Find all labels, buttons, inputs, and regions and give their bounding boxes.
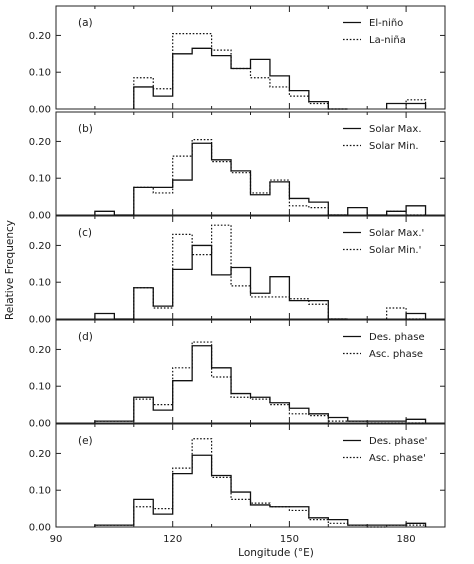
series-solid — [94, 244, 427, 320]
x-tick-label: 120 — [163, 534, 182, 545]
y-tick-label: 0.00 — [29, 105, 51, 116]
y-tick-label: 0.00 — [29, 315, 51, 326]
y-tick-label: 0.20 — [29, 241, 51, 252]
series-dotted — [133, 32, 427, 110]
legend-label: Solar Min.' — [369, 245, 421, 256]
x-tick-label: 180 — [397, 534, 416, 545]
legend-label: Solar Min. — [369, 141, 419, 152]
panel-5: 0.00 0.10 0.20 (e) Des. phase' Asc. phase' 90 1… — [29, 423, 446, 545]
legend-label: Des. phase' — [369, 436, 427, 447]
x-axis-title: Longitude (°E) — [238, 547, 314, 559]
y-tick-label: 0.10 — [29, 382, 51, 393]
y-axis-title: Relative Frequency — [4, 220, 16, 320]
series-dotted — [94, 438, 427, 528]
series-solid — [94, 142, 427, 216]
series-solid — [133, 47, 427, 110]
panel-label: (b) — [78, 123, 93, 135]
panel-label: (e) — [78, 435, 93, 447]
y-tick-label: 0.20 — [29, 31, 51, 42]
y-tick-label: 0.20 — [29, 449, 51, 460]
legend-label: Asc. phase — [369, 349, 423, 360]
x-tick-label: 150 — [280, 534, 299, 545]
y-tick-label: 0.20 — [29, 345, 51, 356]
panel-4: 0.00 0.10 0.20 (d) Des. phase Asc. phase — [29, 319, 446, 430]
y-tick-label: 0.00 — [29, 419, 51, 430]
series-solid — [94, 454, 427, 527]
panel-3: 0.00 0.10 0.20 (c) Solar Max.' Solar Min.' — [29, 215, 446, 326]
y-tick-label: 0.10 — [29, 486, 51, 497]
series-dotted — [94, 341, 426, 424]
legend-label: Solar Max. — [369, 124, 422, 135]
y-tick-label: 0.10 — [29, 68, 51, 79]
y-tick-label: 0.00 — [29, 523, 51, 534]
legend-label: Des. phase — [369, 332, 425, 343]
legend-label: El-niño — [369, 18, 403, 29]
panel-label: (d) — [78, 331, 93, 343]
series-dotted — [133, 224, 426, 320]
series-dotted — [133, 138, 426, 216]
legend-label: Asc. phase' — [369, 453, 426, 464]
y-tick-label: 0.10 — [29, 278, 51, 289]
panel-label: (c) — [78, 227, 92, 239]
panel-2: 0.00 0.10 0.20 (b) Solar Max. Solar Min. — [29, 111, 446, 222]
panel-label: (a) — [78, 17, 93, 29]
y-tick-label: 0.10 — [29, 174, 51, 185]
legend-label: La-niña — [369, 35, 406, 46]
legend-label: Solar Max.' — [369, 228, 424, 239]
y-tick-label: 0.20 — [29, 137, 51, 148]
panel-1: 0.00 0.10 0.20 (a) El-niño La-niña — [29, 5, 446, 116]
x-tick-label: 90 — [50, 534, 63, 545]
y-tick-label: 0.00 — [29, 211, 51, 222]
